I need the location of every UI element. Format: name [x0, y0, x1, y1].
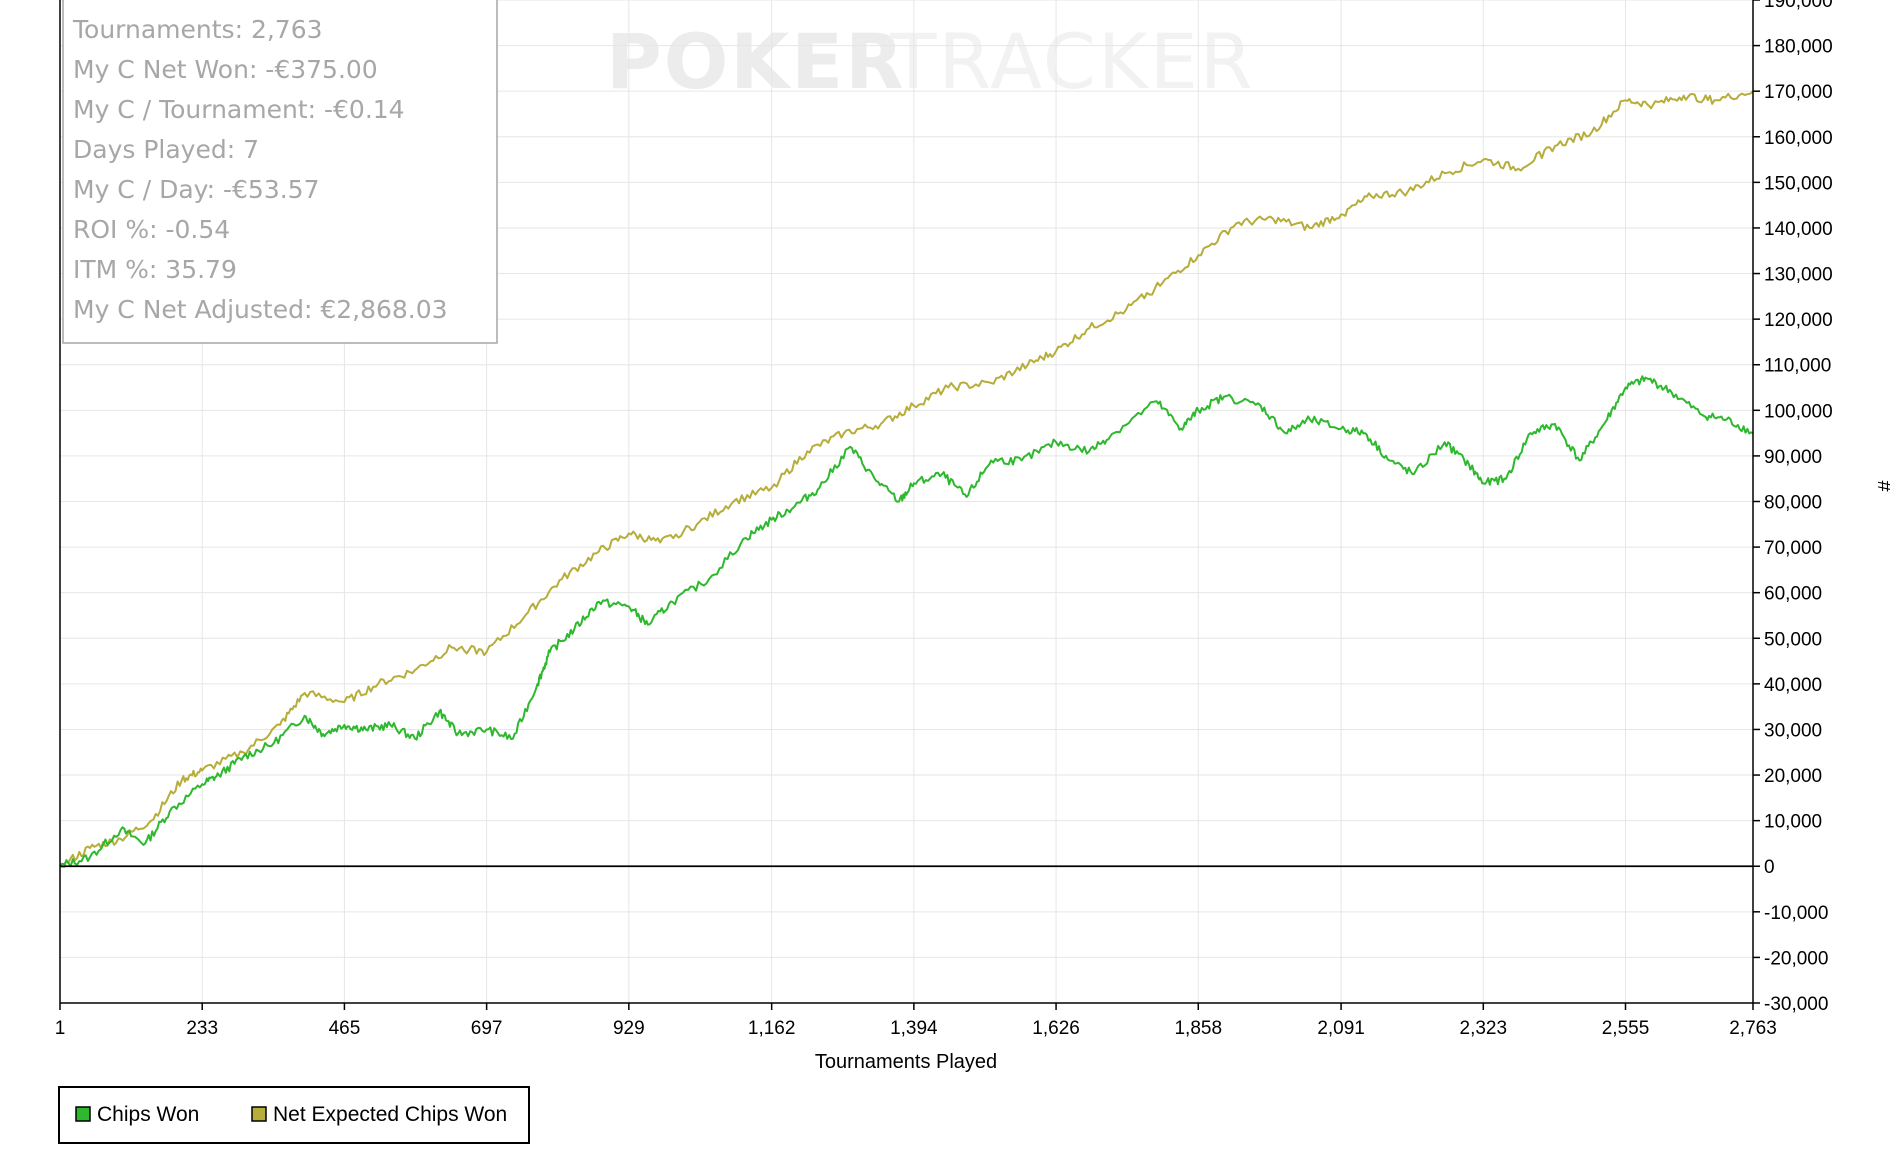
y-tick-label: 40,000: [1764, 675, 1822, 696]
x-tick-label: 2,091: [1317, 1018, 1365, 1039]
y-axis-ticks: -30,000 -20,000 -10,000 0 10,000 20,000 30,000…: [1753, 0, 1833, 1015]
y-tick-label: 150,000: [1764, 173, 1833, 194]
y-tick-label: 60,000: [1764, 584, 1822, 605]
series-lines: [59, 90, 1754, 869]
y-axis-title: #: [1873, 480, 1890, 492]
y-tick-label: 110,000: [1764, 356, 1831, 377]
y-tick-label: 20,000: [1764, 766, 1822, 787]
stats-tournaments: Tournaments: 2,763: [72, 15, 323, 44]
stats-per-day: My C / Day: -€53.57: [73, 175, 320, 204]
y-tick-label: 190,000: [1764, 0, 1833, 12]
stats-panel: Tournaments: 2,763 My C Net Won: -€375.0…: [62, 0, 498, 344]
x-tick-label: 2,555: [1602, 1018, 1650, 1039]
stats-net-adjusted: My C Net Adjusted: €2,868.03: [73, 295, 448, 324]
stats-panel-box: [62, 0, 498, 344]
x-tick-label: 2,323: [1460, 1018, 1508, 1039]
y-tick-label: 100,000: [1764, 401, 1833, 422]
y-tick-label: 160,000: [1764, 128, 1833, 149]
y-tick-label: 180,000: [1764, 37, 1833, 58]
legend-swatch-chips-won: [75, 1106, 91, 1122]
x-tick-label: 233: [186, 1018, 218, 1039]
x-axis-title: Tournaments Played: [815, 1051, 997, 1073]
stats-itm: ITM %: 35.79: [73, 255, 237, 284]
x-tick-label: 2,763: [1729, 1018, 1777, 1039]
y-tick-label: 170,000: [1764, 82, 1833, 103]
y-tick-label: -20,000: [1764, 948, 1828, 969]
x-tick-label: 1,626: [1032, 1018, 1080, 1039]
y-tick-label: 70,000: [1764, 538, 1822, 559]
x-tick-label: 1,394: [890, 1018, 938, 1039]
y-tick-label: 80,000: [1764, 493, 1822, 514]
x-axis-ticks: 1 233 465 697 929 1,162 1,394 1,626 1,858 2,091 2,…: [55, 1003, 1777, 1039]
stats-roi: ROI %: -0.54: [73, 215, 230, 244]
series-line-chips-won: [59, 375, 1754, 868]
stats-days-played: Days Played: 7: [73, 135, 259, 164]
y-tick-label: -10,000: [1764, 903, 1828, 924]
watermark-poker-text: POKER: [606, 17, 906, 106]
y-tick-label: 50,000: [1764, 629, 1822, 650]
legend-swatch-net-expected: [251, 1106, 267, 1122]
y-tick-label: 140,000: [1764, 219, 1833, 240]
grid-lines: [60, 0, 1753, 1003]
stats-net-won: My C Net Won: -€375.00: [73, 55, 378, 84]
y-tick-label: 10,000: [1764, 812, 1822, 833]
y-tick-label: 90,000: [1764, 447, 1822, 468]
x-tick-label: 1,858: [1174, 1018, 1222, 1039]
watermark-logo: POKER TRACKER: [606, 17, 1255, 106]
legend-label-net-expected: Net Expected Chips Won: [273, 1103, 507, 1126]
x-tick-label: 1,162: [748, 1018, 796, 1039]
y-tick-label: 0: [1764, 857, 1775, 878]
legend-box: [58, 1086, 530, 1144]
legend-label-chips-won: Chips Won: [97, 1103, 199, 1126]
x-tick-label: 697: [471, 1018, 503, 1039]
y-tick-label: 30,000: [1764, 720, 1822, 741]
watermark-tracker-text: TRACKER: [889, 17, 1255, 106]
y-tick-label: -30,000: [1764, 994, 1828, 1015]
x-tick-label: 1: [55, 1018, 66, 1039]
legend: Chips Won Net Expected Chips Won: [58, 1086, 530, 1144]
stats-per-tournament: My C / Tournament: -€0.14: [73, 95, 405, 124]
x-tick-label: 465: [329, 1018, 361, 1039]
y-tick-label: 120,000: [1764, 310, 1833, 331]
y-tick-label: 130,000: [1764, 265, 1833, 286]
series-line-net-expected-chips-won: [59, 90, 1754, 869]
x-tick-label: 929: [613, 1018, 645, 1039]
